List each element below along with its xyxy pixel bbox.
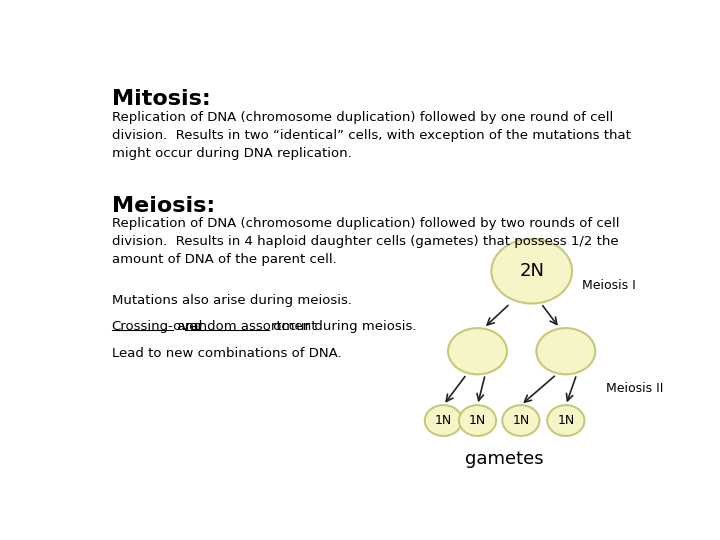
Text: occur during meiosis.: occur during meiosis. (269, 320, 417, 333)
Text: Lead to new combinations of DNA.: Lead to new combinations of DNA. (112, 347, 341, 360)
Text: 2N: 2N (519, 262, 544, 280)
Text: Replication of DNA (chromosome duplication) followed by one round of cell
divisi: Replication of DNA (chromosome duplicati… (112, 111, 631, 160)
Ellipse shape (547, 405, 585, 436)
Text: Replication of DNA (chromosome duplication) followed by two rounds of cell
divis: Replication of DNA (chromosome duplicati… (112, 217, 619, 266)
Ellipse shape (492, 239, 572, 303)
Ellipse shape (459, 405, 496, 436)
Text: Meiosis:: Meiosis: (112, 195, 215, 215)
Text: Mitosis:: Mitosis: (112, 90, 210, 110)
Text: Meiosis II: Meiosis II (606, 382, 664, 395)
Text: Meiosis I: Meiosis I (582, 279, 636, 292)
Ellipse shape (536, 328, 595, 374)
Text: 1N: 1N (512, 414, 529, 427)
Text: random assortment: random assortment (185, 320, 317, 333)
Text: Crossing-over: Crossing-over (112, 320, 204, 333)
Text: 1N: 1N (557, 414, 575, 427)
Text: gametes: gametes (464, 450, 543, 468)
Ellipse shape (503, 405, 539, 436)
Text: 1N: 1N (469, 414, 486, 427)
Text: 1N: 1N (435, 414, 452, 427)
Ellipse shape (448, 328, 507, 374)
Ellipse shape (425, 405, 462, 436)
Text: and: and (173, 320, 207, 333)
Text: Mutations also arise during meiosis.: Mutations also arise during meiosis. (112, 294, 351, 307)
